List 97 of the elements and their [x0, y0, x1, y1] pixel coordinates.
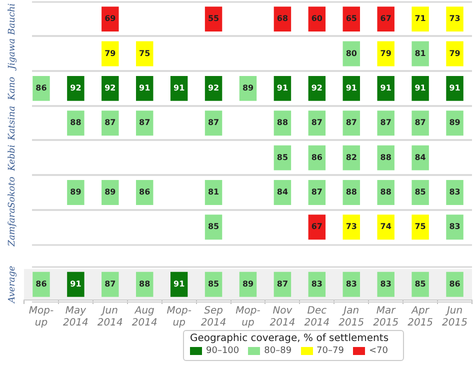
data-label: 86	[36, 84, 48, 93]
data-label: 92	[208, 84, 220, 93]
data-label: 71	[414, 14, 426, 24]
data-label: 87	[380, 118, 392, 128]
y-tick-label: Kano	[7, 76, 18, 102]
data-label: 89	[104, 188, 116, 197]
data-label: 69	[104, 14, 116, 24]
data-label: 81	[414, 48, 426, 58]
x-tick-label: May 2014	[62, 306, 88, 329]
data-label: 88	[346, 188, 358, 197]
data-label: 87	[208, 118, 220, 128]
data-label: 92	[104, 84, 116, 93]
data-label: 88	[276, 118, 288, 128]
data-label: 86	[36, 279, 48, 288]
x-tick-label: Sep 2014	[200, 306, 226, 329]
data-label: 89	[449, 118, 461, 128]
data-label: 83	[311, 279, 322, 288]
data-label: 83	[380, 279, 392, 288]
x-tick-label: Dec 2014	[304, 306, 330, 329]
data-label: 91	[174, 279, 186, 288]
x-tick-label: Aug 2014	[132, 306, 158, 329]
x-tick-label: Mop-up	[166, 306, 192, 329]
data-label: 91	[174, 84, 186, 93]
data-label: 91	[380, 84, 392, 93]
y-tick-label: Katsina	[7, 106, 18, 142]
text: <70	[368, 346, 388, 356]
data-label: 86	[449, 279, 461, 288]
data-label: 65	[346, 14, 358, 24]
data-label: 91	[449, 84, 461, 93]
data-label: 87	[104, 279, 116, 288]
data-label: 73	[346, 222, 357, 232]
data-label: 79	[449, 48, 461, 58]
data-label: 85	[414, 188, 426, 197]
text: 80–89	[264, 346, 292, 356]
data-label: 88	[70, 118, 82, 128]
y-tick-label: Sokoto	[7, 176, 18, 208]
data-label: 80	[346, 48, 358, 58]
data-label: 86	[311, 152, 323, 162]
data-label: 88	[380, 152, 392, 162]
data-label: 79	[104, 48, 116, 58]
x-tick-label: Jan 2015	[338, 306, 364, 329]
data-label: 84	[414, 152, 426, 162]
data-label: 84	[276, 188, 288, 197]
data-label: 88	[139, 279, 151, 288]
data-label: 75	[139, 48, 151, 58]
data-label: 87	[139, 118, 150, 128]
data-label: 87	[311, 188, 322, 197]
x-tick-label: Mop-up	[28, 306, 54, 329]
y-tick-label: Average	[7, 266, 18, 304]
data-label: 83	[346, 279, 357, 288]
data-label: 85	[414, 279, 426, 288]
data-label: 82	[346, 152, 357, 162]
data-label: 75	[414, 222, 426, 232]
data-label: 86	[139, 188, 151, 197]
data-label: 87	[276, 279, 288, 288]
data-label: 89	[242, 279, 254, 288]
data-label: 89	[70, 188, 82, 197]
data-label: 91	[346, 84, 358, 93]
data-label: 74	[380, 222, 392, 232]
data-label: 92	[311, 84, 322, 93]
text: 70–79	[316, 346, 344, 356]
data-label: 55	[208, 14, 220, 24]
data-label: 83	[449, 188, 460, 197]
data-label: 91	[276, 84, 288, 93]
data-label: 91	[414, 84, 426, 93]
y-tick-label: Zamfara	[7, 208, 18, 248]
y-tick-label: Bauchi	[7, 3, 18, 36]
data-label: 85	[208, 222, 220, 232]
data-label: 68	[276, 14, 288, 24]
y-tick-label: Jigawa	[7, 38, 18, 72]
text: 90–100	[206, 346, 240, 356]
x-tick-label: Jun 2014	[97, 306, 123, 329]
data-label: 89	[242, 84, 254, 93]
data-label: 85	[208, 279, 220, 288]
data-label: 83	[449, 222, 460, 232]
x-tick-label: Nov 2014	[270, 306, 296, 329]
data-label: 92	[70, 84, 82, 93]
x-tick-label: Mop-up	[236, 306, 261, 329]
data-label: 87	[346, 118, 357, 128]
legend-title: Geographic coverage, % of settlements	[190, 333, 390, 344]
data-label: 85	[276, 152, 288, 162]
data-label: 88	[380, 188, 392, 197]
data-label: 87	[311, 118, 322, 128]
data-label: 67	[311, 222, 322, 232]
data-label: 91	[70, 279, 82, 288]
y-tick-label: Kebbi	[7, 144, 18, 172]
data-label: 81	[208, 188, 220, 197]
data-label: 91	[139, 84, 151, 93]
x-tick-label: Jun 2015	[442, 306, 468, 329]
data-label: 60	[311, 14, 323, 24]
data-label: 79	[380, 48, 392, 58]
x-tick-label: Mar 2015	[373, 306, 399, 329]
data-label: 67	[380, 14, 392, 24]
data-label: 87	[104, 118, 116, 128]
x-tick-label: Apr 2015	[408, 306, 434, 329]
data-label: 73	[449, 14, 460, 24]
data-label: 87	[414, 118, 426, 128]
